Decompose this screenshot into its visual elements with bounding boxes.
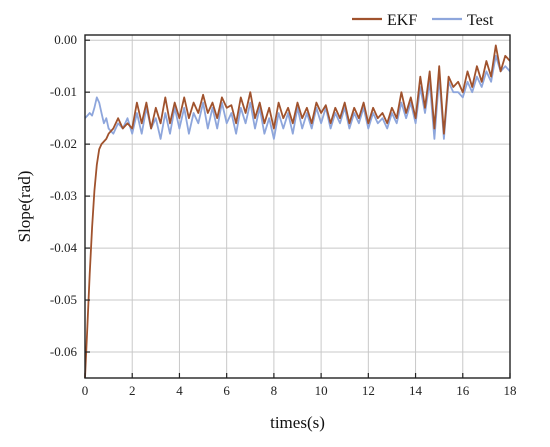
y-tick-label: -0.02	[50, 136, 77, 151]
legend-label-test: Test	[467, 12, 494, 29]
ticks: 0 2 4 6 8 10 12 14 16 18 0.00 -0.01 -0.02 -0.03 -0.04 -…	[50, 32, 517, 398]
x-tick-label: 14	[409, 383, 423, 398]
x-tick-label: 2	[129, 383, 136, 398]
y-tick-label: -0.04	[50, 240, 78, 255]
y-axis-title: Slope(rad)	[15, 171, 34, 243]
x-tick-label: 10	[315, 383, 328, 398]
x-tick-label: 16	[456, 383, 470, 398]
x-tick-label: 4	[176, 383, 183, 398]
x-tick-label: 6	[223, 383, 230, 398]
y-tick-label: 0.00	[54, 32, 77, 47]
grid	[84, 35, 511, 378]
x-tick-label: 0	[82, 383, 89, 398]
plot-frame	[84, 34, 511, 379]
x-tick-label: 8	[271, 383, 278, 398]
y-tick-label: -0.01	[50, 84, 77, 99]
series-line-ekf	[84, 44, 511, 379]
x-tick-label: 12	[362, 383, 375, 398]
legend: EKF Test	[352, 12, 494, 29]
y-tick-label: -0.06	[50, 344, 78, 359]
x-tick-label: 18	[504, 383, 517, 398]
x-axis-title: times(s)	[270, 413, 325, 432]
y-tick-label: -0.03	[50, 188, 77, 203]
legend-label-ekf: EKF	[387, 12, 417, 29]
y-tick-label: -0.05	[50, 292, 77, 307]
series-layer	[84, 44, 511, 379]
